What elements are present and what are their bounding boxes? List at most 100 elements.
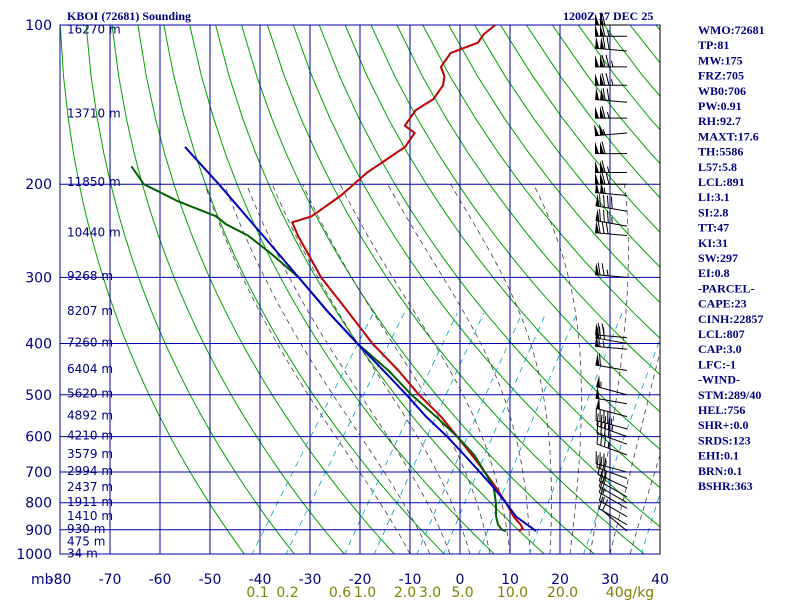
wind-barb [595,141,627,155]
index-value: TP:81 [698,38,729,52]
index-value: RH:92.7 [698,114,741,128]
index-value: TH:5586 [698,145,743,159]
mixing-ratio-label: 5.0 [451,585,473,600]
index-value: SI:2.8 [698,205,728,219]
axis-corner-label: mb [31,572,54,588]
dry-adiabat [760,25,800,565]
wind-barb [595,220,628,237]
height-label: 3579 m [67,447,113,461]
temperature-tick-labels: -80 -70 -60 -50 -40 -30 -20 -10 0 10 20 30 40 [49,572,669,588]
wind-barb [595,54,627,68]
dry-adiabat [241,25,596,554]
moist-adiabat [246,184,451,554]
mixing-ratio-label: 1.0 [354,585,376,600]
dry-adiabat [474,25,660,268]
wind-barb [598,488,628,518]
index-value: FRZ:705 [698,69,744,83]
height-label: 11850 m [67,175,121,189]
index-value: BSHR:363 [698,479,753,493]
wind-barb [596,455,628,479]
mixing-ratio-label: 3.0 [419,585,441,600]
temperature-tick-label: -80 [49,572,72,588]
height-label: 1911 m [67,495,113,509]
height-label: 5620 m [67,386,113,400]
mixing-ratio-label: 0.2 [276,585,298,600]
pressure-label: 800 [25,496,52,512]
height-label: 4210 m [67,428,113,442]
wind-barb [595,193,628,212]
temperature-tick-label: -10 [399,572,422,588]
height-label: 4892 m [67,408,113,422]
dry-adiabat [785,25,800,565]
index-value: WB0:706 [698,84,746,98]
pressure-label: 900 [25,523,52,539]
parcel-line [184,146,537,532]
index-value: EI:0.8 [698,266,730,280]
temperature-tick-label: 40 [651,572,669,588]
height-label: 9268 m [67,269,113,283]
mixing-ratio-label: 2.0 [394,585,416,600]
pressure-label: 400 [25,336,52,352]
wind-barb [595,396,628,418]
temperature-tick-label: -60 [149,572,172,588]
wind-barb [596,413,628,438]
index-value: -PARCEL- [698,281,754,295]
dry-adiabat [525,25,660,199]
wind-barb [595,36,628,52]
index-value: CAPE:23 [698,297,747,311]
dry-adiabat [137,25,395,554]
wind-barb [595,386,628,405]
wind-barb [595,73,627,86]
pressure-label: 300 [25,270,52,286]
height-label: 2994 m [67,464,113,478]
mixing-ratio-label: 0.1 [246,585,268,600]
index-value: STM:289/40 [698,388,761,402]
temperature-tick-label: 0 [456,572,465,588]
wind-barbs [594,12,628,532]
index-value: SRDS:123 [698,433,751,447]
dry-adiabat [60,25,245,554]
moist-adiabat [387,184,531,554]
temperature-tick-label: -20 [349,572,372,588]
dry-adiabat [163,25,445,554]
index-value: LI:3.1 [698,190,730,204]
pressure-label: 700 [25,465,52,481]
wind-barb [594,123,628,137]
temperature-tick-label: 10 [501,572,519,588]
dry-adiabat [370,25,660,413]
pressure-labels: 100 200 300 400 500 600 700 800 900 1000 [16,18,52,563]
wind-barb [595,374,628,396]
dry-adiabat [500,25,660,233]
wind-barb [596,431,628,456]
wind-barb [602,499,628,532]
index-value: BRN:0.1 [698,464,742,478]
mixing-ratio-line [285,312,405,554]
temperature-tick-label: 30 [601,572,619,588]
wind-barb [595,353,628,372]
background-lines [60,25,800,565]
dry-adiabat [85,25,295,554]
height-label: 16270 m [67,23,121,37]
wind-barb [595,334,628,350]
pressure-label: 100 [25,18,52,34]
mixing-ratio-line [344,312,458,554]
dry-adiabat [344,25,660,450]
sounding-profiles [130,25,537,533]
dry-adiabat [189,25,496,554]
pressure-label: 1000 [16,547,52,563]
moist-adiabat [302,184,491,554]
index-value: WMO:72681 [698,23,765,37]
dry-adiabat [111,25,345,554]
wind-barb [595,180,628,196]
index-value: MW:175 [698,53,743,67]
mixing-ratio-label: 0.6 [329,585,351,600]
pressure-label: 600 [25,430,52,446]
mixing-ratio-line [528,312,623,554]
mixing-ratio-labels: 0.1 0.2 0.6 1.0 2.0 3.0 5.0 10.0 20.0 40g/kg [246,585,654,600]
moist-adiabat [224,184,431,554]
dry-adiabat [215,25,546,554]
wind-barb [595,262,628,278]
height-label: 10440 m [67,226,121,240]
